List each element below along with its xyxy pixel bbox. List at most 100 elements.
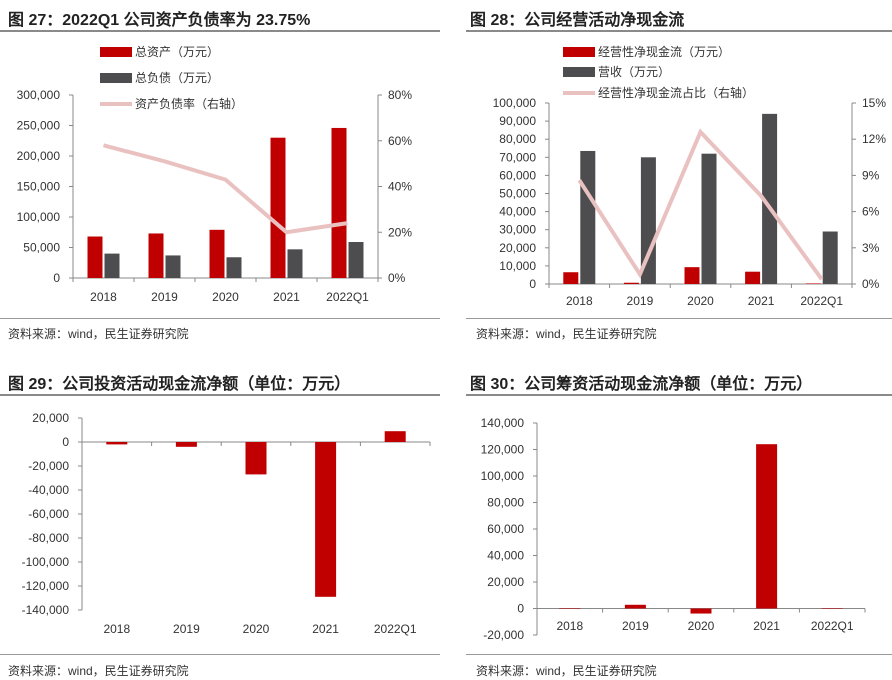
bar-2018 xyxy=(563,272,579,284)
y-tick-label: -80,000 xyxy=(28,531,69,545)
y-tick-label: 60,000 xyxy=(487,522,524,536)
bar-2018 xyxy=(87,236,103,278)
legend-label: 经营性净现金流（万元） xyxy=(598,44,730,59)
y2-tick-label: 40% xyxy=(388,180,412,194)
y-tick-label: -100,000 xyxy=(22,555,70,569)
y-tick-label: 0 xyxy=(529,277,536,291)
x-tick-label: 2019 xyxy=(173,622,200,636)
bar-2021 xyxy=(745,271,761,284)
y-tick-label: 140,000 xyxy=(481,416,525,430)
x-tick-label: 2018 xyxy=(566,294,593,308)
y-tick-label: -60,000 xyxy=(28,507,69,521)
y-tick-label: 0 xyxy=(62,435,69,449)
title-divider xyxy=(0,394,440,396)
ratio-line xyxy=(577,128,824,281)
bar-2022Q1 xyxy=(331,127,347,278)
y-tick-label: -20,000 xyxy=(483,628,524,642)
bar-2022Q1 xyxy=(348,242,364,278)
y-tick-label: 80,000 xyxy=(487,496,524,510)
figure-29-source: 资料来源：wind，民生证券研究院 xyxy=(8,664,189,678)
bar-2022Q1 xyxy=(805,283,821,284)
x-tick-label: 2019 xyxy=(151,290,178,304)
y2-tick-label: 12% xyxy=(862,132,886,146)
x-tick-label: 2020 xyxy=(243,622,270,636)
bar-2018 xyxy=(106,442,128,445)
title-divider xyxy=(466,30,892,32)
x-tick-label: 2022Q1 xyxy=(811,619,854,633)
figure-30-source: 资料来源：wind，民生证券研究院 xyxy=(476,664,657,678)
y2-tick-label: 20% xyxy=(388,225,412,239)
source-divider xyxy=(466,318,892,319)
y-tick-label: 40,000 xyxy=(499,205,536,219)
x-tick-label: 2022Q1 xyxy=(326,290,369,304)
x-tick-label: 2020 xyxy=(687,294,714,308)
figure-30-title: 图 30：公司筹资活动现金流净额（单位：万元） xyxy=(470,376,813,393)
chart-2: 0 10,000 20,000 30,000 40,000 50,000 60,000 70,… xyxy=(493,44,887,308)
y-tick-label: 70,000 xyxy=(499,150,536,164)
bar-2021 xyxy=(270,137,286,278)
y2-tick-label: 0% xyxy=(862,277,880,291)
bar-2018 xyxy=(104,253,120,278)
bar-2022Q1 xyxy=(384,431,406,442)
y-tick-label: 300,000 xyxy=(17,88,61,102)
y-tick-label: 50,000 xyxy=(499,187,536,201)
y-tick-label: -20,000 xyxy=(28,459,69,473)
x-tick-label: 2021 xyxy=(753,619,780,633)
ratio-line xyxy=(102,143,348,235)
bar-2020 xyxy=(701,153,717,284)
bar-2018 xyxy=(580,150,596,284)
bar-2021 xyxy=(315,442,337,597)
y-tick-label: 50,000 xyxy=(23,241,60,255)
y-tick-label: -120,000 xyxy=(22,579,70,593)
y-tick-label: 80,000 xyxy=(499,132,536,146)
y-tick-label: 100,000 xyxy=(481,469,525,483)
bar-2021 xyxy=(756,444,778,609)
legend-label: 资产负债率（右轴） xyxy=(135,96,243,111)
y2-tick-label: 3% xyxy=(862,241,880,255)
bar-2021 xyxy=(287,249,303,278)
y-tick-label: 90,000 xyxy=(499,114,536,128)
y-tick-label: 150,000 xyxy=(17,180,61,194)
x-tick-label: 2020 xyxy=(212,290,239,304)
y2-tick-label: 15% xyxy=(862,96,886,110)
bar-2022Q1 xyxy=(822,231,838,284)
x-tick-label: 2022Q1 xyxy=(374,622,417,636)
y-tick-label: 100,000 xyxy=(493,96,537,110)
bar-2018 xyxy=(559,608,581,609)
x-tick-label: 2019 xyxy=(622,619,649,633)
y-tick-label: 20,000 xyxy=(499,241,536,255)
chart-3: -140,000 -120,000 -100,000 -80,000 -60,000 -4… xyxy=(22,411,431,636)
x-tick-label: 2021 xyxy=(748,294,775,308)
x-tick-label: 2019 xyxy=(627,294,654,308)
y-tick-label: -40,000 xyxy=(28,483,69,497)
x-tick-label: 2018 xyxy=(90,290,117,304)
bar-2019 xyxy=(624,604,646,609)
y-tick-label: 20,000 xyxy=(487,575,524,589)
x-tick-label: 2018 xyxy=(556,619,583,633)
y-tick-label: 10,000 xyxy=(499,259,536,273)
bar-2020 xyxy=(684,267,700,284)
chart-4: -20,000 0 20,000 40,000 60,000 80,000 100,000 1… xyxy=(481,416,866,642)
legend-swatch xyxy=(100,73,132,83)
figure-27-source: 资料来源：wind，民生证券研究院 xyxy=(8,327,189,341)
bar-2020 xyxy=(245,442,267,475)
figure-27-title: 图 27：2022Q1 公司资产负债率为 23.75% xyxy=(8,12,311,29)
source-divider xyxy=(0,318,440,319)
y-tick-label: 250,000 xyxy=(17,119,61,133)
bar-2019 xyxy=(623,282,639,284)
x-tick-label: 2022Q1 xyxy=(800,294,843,308)
legend-label: 总负债（万元） xyxy=(135,71,219,85)
x-tick-label: 2021 xyxy=(273,290,300,304)
figure-28-source: 资料来源：wind，民生证券研究院 xyxy=(476,327,657,341)
bar-2020 xyxy=(209,229,225,278)
figure-29-title: 图 29：公司投资活动现金流净额（单位：万元） xyxy=(8,376,351,393)
y2-tick-label: 60% xyxy=(388,134,412,148)
bar-2021 xyxy=(762,113,778,284)
y-tick-label: 100,000 xyxy=(17,210,61,224)
bar-2020 xyxy=(226,257,242,278)
legend-label: 经营性净现金流占比（右轴） xyxy=(598,85,754,100)
x-tick-label: 2021 xyxy=(312,622,339,636)
y-tick-label: 30,000 xyxy=(499,223,536,237)
